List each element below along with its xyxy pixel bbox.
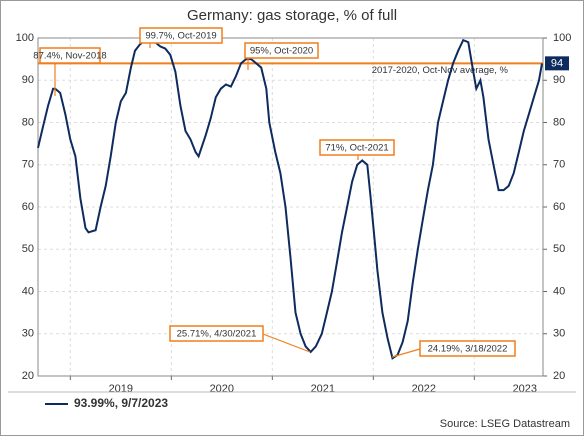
y-tick-label: 20	[22, 370, 34, 382]
annotation: 95%, Oct-2020	[250, 46, 313, 57]
annotation-box	[319, 139, 395, 156]
y2-tick-label: 20	[553, 370, 565, 382]
annotation-box	[419, 340, 516, 357]
annotation-box	[244, 42, 319, 59]
x-tick-label: 2020	[210, 383, 234, 395]
reference-label: 2017-2020, Oct-Nov average, %	[372, 65, 509, 76]
y2-tick-label: 30	[553, 328, 565, 340]
y-tick-label: 70	[22, 159, 34, 171]
y2-tick-label: 90	[553, 74, 565, 86]
x-tick-label: 2022	[412, 383, 436, 395]
source: Source: LSEG Datastream	[440, 418, 570, 430]
annotation-arrow	[262, 333, 311, 353]
y-tick-label: 50	[22, 243, 34, 255]
y-tick-label: 40	[22, 285, 34, 297]
y-tick-label: 30	[22, 328, 34, 340]
reference-value-box	[545, 56, 569, 71]
y2-tick-label: 40	[553, 285, 565, 297]
annotation-arrow	[391, 348, 421, 358]
annotation: 71%, Oct-2021	[325, 143, 388, 154]
x-tick-label: 2023	[513, 383, 537, 395]
annotation: 25.71%, 4/30/2021	[177, 329, 257, 340]
annotation: 24.19%, 3/18/2022	[428, 344, 508, 355]
y-tick-label: 90	[22, 74, 34, 86]
y2-tick-label: 60	[553, 201, 565, 213]
annotation-box	[139, 27, 223, 44]
y-tick-label: 80	[22, 116, 34, 128]
annotation-box	[169, 325, 264, 342]
y2-tick-label: 80	[553, 116, 565, 128]
x-tick-label: 2019	[109, 383, 133, 395]
y2-tick-label: 70	[553, 159, 565, 171]
legend-label: 93.99%, 9/7/2023	[74, 396, 168, 410]
y-tick-label: 100	[16, 32, 34, 44]
reference-value: 94	[551, 57, 563, 69]
chart-title: Germany: gas storage, % of full	[187, 7, 397, 24]
series-line	[37, 38, 543, 360]
annotation: 99.7%, Oct-2019	[145, 31, 216, 42]
plot-frame	[37, 37, 544, 377]
x-tick-label: 2021	[311, 383, 335, 395]
y-tick-label: 60	[22, 201, 34, 213]
y2-tick-label: 100	[553, 32, 571, 44]
annotation: 87.4%, Nov-2018	[33, 51, 106, 62]
y2-tick-label: 50	[553, 243, 565, 255]
annotation-box	[39, 47, 101, 64]
